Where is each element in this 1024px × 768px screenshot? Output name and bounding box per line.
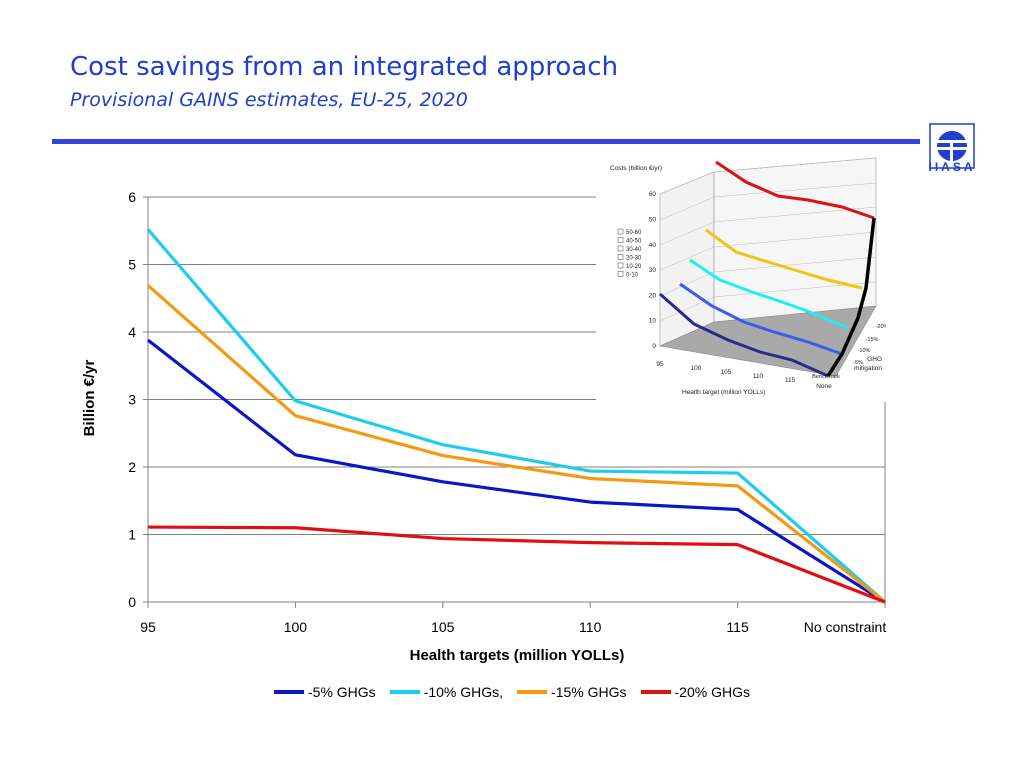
inset-legend-label: 20-30 [626, 256, 642, 262]
series-line-3 [146, 284, 886, 604]
x-tick-label: 110 [579, 619, 602, 635]
inset-x-tick: 100 [691, 365, 702, 372]
inset-x-tick: None [816, 383, 832, 390]
inset-legend-swatch [617, 228, 624, 235]
inset-x-tick: 115 [785, 377, 796, 384]
inset-x-tick: 105 [721, 369, 732, 376]
x-tick-label: 100 [284, 619, 308, 635]
y-tick-label: 6 [128, 189, 136, 205]
title-divider [52, 139, 920, 144]
chart-legend: -5% GHGs -10% GHGs, -15% GHGs -20% GHGs [0, 684, 1024, 700]
inset-3d-surface-chart: Costs (billion €/yr) 0 10 20 30 40 50 60 95 100… [596, 156, 886, 402]
legend-label: -20% GHGs [674, 684, 750, 700]
inset-legend-swatch [617, 237, 624, 243]
page-subtitle: Provisional GAINS estimates, EU-25, 2020 [70, 89, 468, 111]
inset-z-tick: 60 [649, 191, 657, 198]
inset-legend-swatch [617, 262, 624, 269]
inset-z-tick: 0 [652, 343, 656, 350]
y-tick-label: 0 [128, 594, 136, 610]
inset-x-tick: 95 [656, 361, 664, 368]
x-axis-label: Health targets (million YOLLs) [410, 647, 625, 664]
legend-item: -15% GHGs [517, 684, 627, 700]
legend-swatch [389, 690, 420, 694]
legend-swatch [274, 690, 304, 694]
inset-z-tick: 30 [649, 267, 657, 274]
x-tick-label: 105 [431, 619, 455, 635]
y-tick-label: 5 [128, 257, 136, 273]
inset-y-tick: -20% [876, 324, 886, 330]
x-tick-label: 115 [726, 619, 749, 635]
inset-x-ticks: 95 100 105 110 115 None [656, 361, 832, 390]
inset-y-tick: -5% [853, 360, 863, 366]
x-tick-label: 95 [140, 619, 156, 635]
y-tick-label: 2 [128, 459, 136, 475]
y-tick-label: 3 [128, 392, 136, 408]
iiasa-logo-icon [929, 123, 975, 169]
inset-z-tick: 20 [649, 292, 657, 299]
inset-legend-swatch [617, 271, 624, 277]
inset-legend-label: 0-10 [626, 273, 639, 279]
series-line-4 [147, 525, 886, 604]
legend-item: -10% GHGs, [389, 684, 504, 700]
inset-legend-label: 50-60 [626, 230, 642, 236]
inset-legend: 50-60 40-50 30-40 20-30 10-20 0-10 [617, 228, 642, 279]
y-tick-label: 1 [128, 527, 136, 543]
legend-item: -20% GHGs [640, 684, 750, 700]
inset-y-ticks: -20% -15% -10% -5% Benchmark [812, 324, 886, 380]
series-layer [146, 228, 887, 604]
legend-item: -5% GHGs [274, 684, 376, 700]
legend-label: -15% GHGs [551, 684, 627, 700]
x-tick-label: No constraint [804, 619, 887, 635]
legend-swatch [640, 690, 671, 694]
inset-z-ticks: 0 10 20 30 40 50 60 [649, 191, 657, 350]
series-line-2 [146, 228, 887, 604]
legend-swatch [517, 690, 548, 694]
inset-y-label-line1: GHG [867, 356, 882, 363]
inset-legend-swatch [617, 245, 624, 252]
inset-y-tick: -10% [858, 348, 871, 354]
inset-frame [658, 157, 877, 378]
legend-label: -10% GHGs, [423, 684, 504, 700]
inset-z-tick: 10 [649, 318, 657, 325]
inset-z-tick: 40 [649, 242, 657, 249]
logo-text: IIASA [928, 160, 976, 174]
inset-x-label: Health target (million YOLLs) [682, 389, 765, 396]
inset-title: Costs (billion €/yr) [610, 165, 662, 172]
inset-y-tick: Benchmark [812, 374, 840, 380]
inset-y-label-line2: mitigation [854, 365, 882, 372]
legend-label: -5% GHGs [308, 684, 376, 700]
inset-z-tick: 50 [649, 217, 657, 224]
inset-legend-label: 40-50 [626, 239, 642, 245]
inset-legend-label: 10-20 [626, 264, 642, 270]
inset-y-tick: -15% [866, 337, 879, 343]
page-title: Cost savings from an integrated approach [70, 52, 619, 82]
inset-x-tick: 110 [753, 373, 764, 380]
y-axis-label: Billion €/yr [81, 359, 98, 436]
series-line-1 [147, 338, 886, 604]
inset-legend-label: 30-40 [626, 247, 642, 253]
y-tick-label: 4 [128, 324, 136, 340]
inset-legend-swatch [617, 254, 624, 260]
